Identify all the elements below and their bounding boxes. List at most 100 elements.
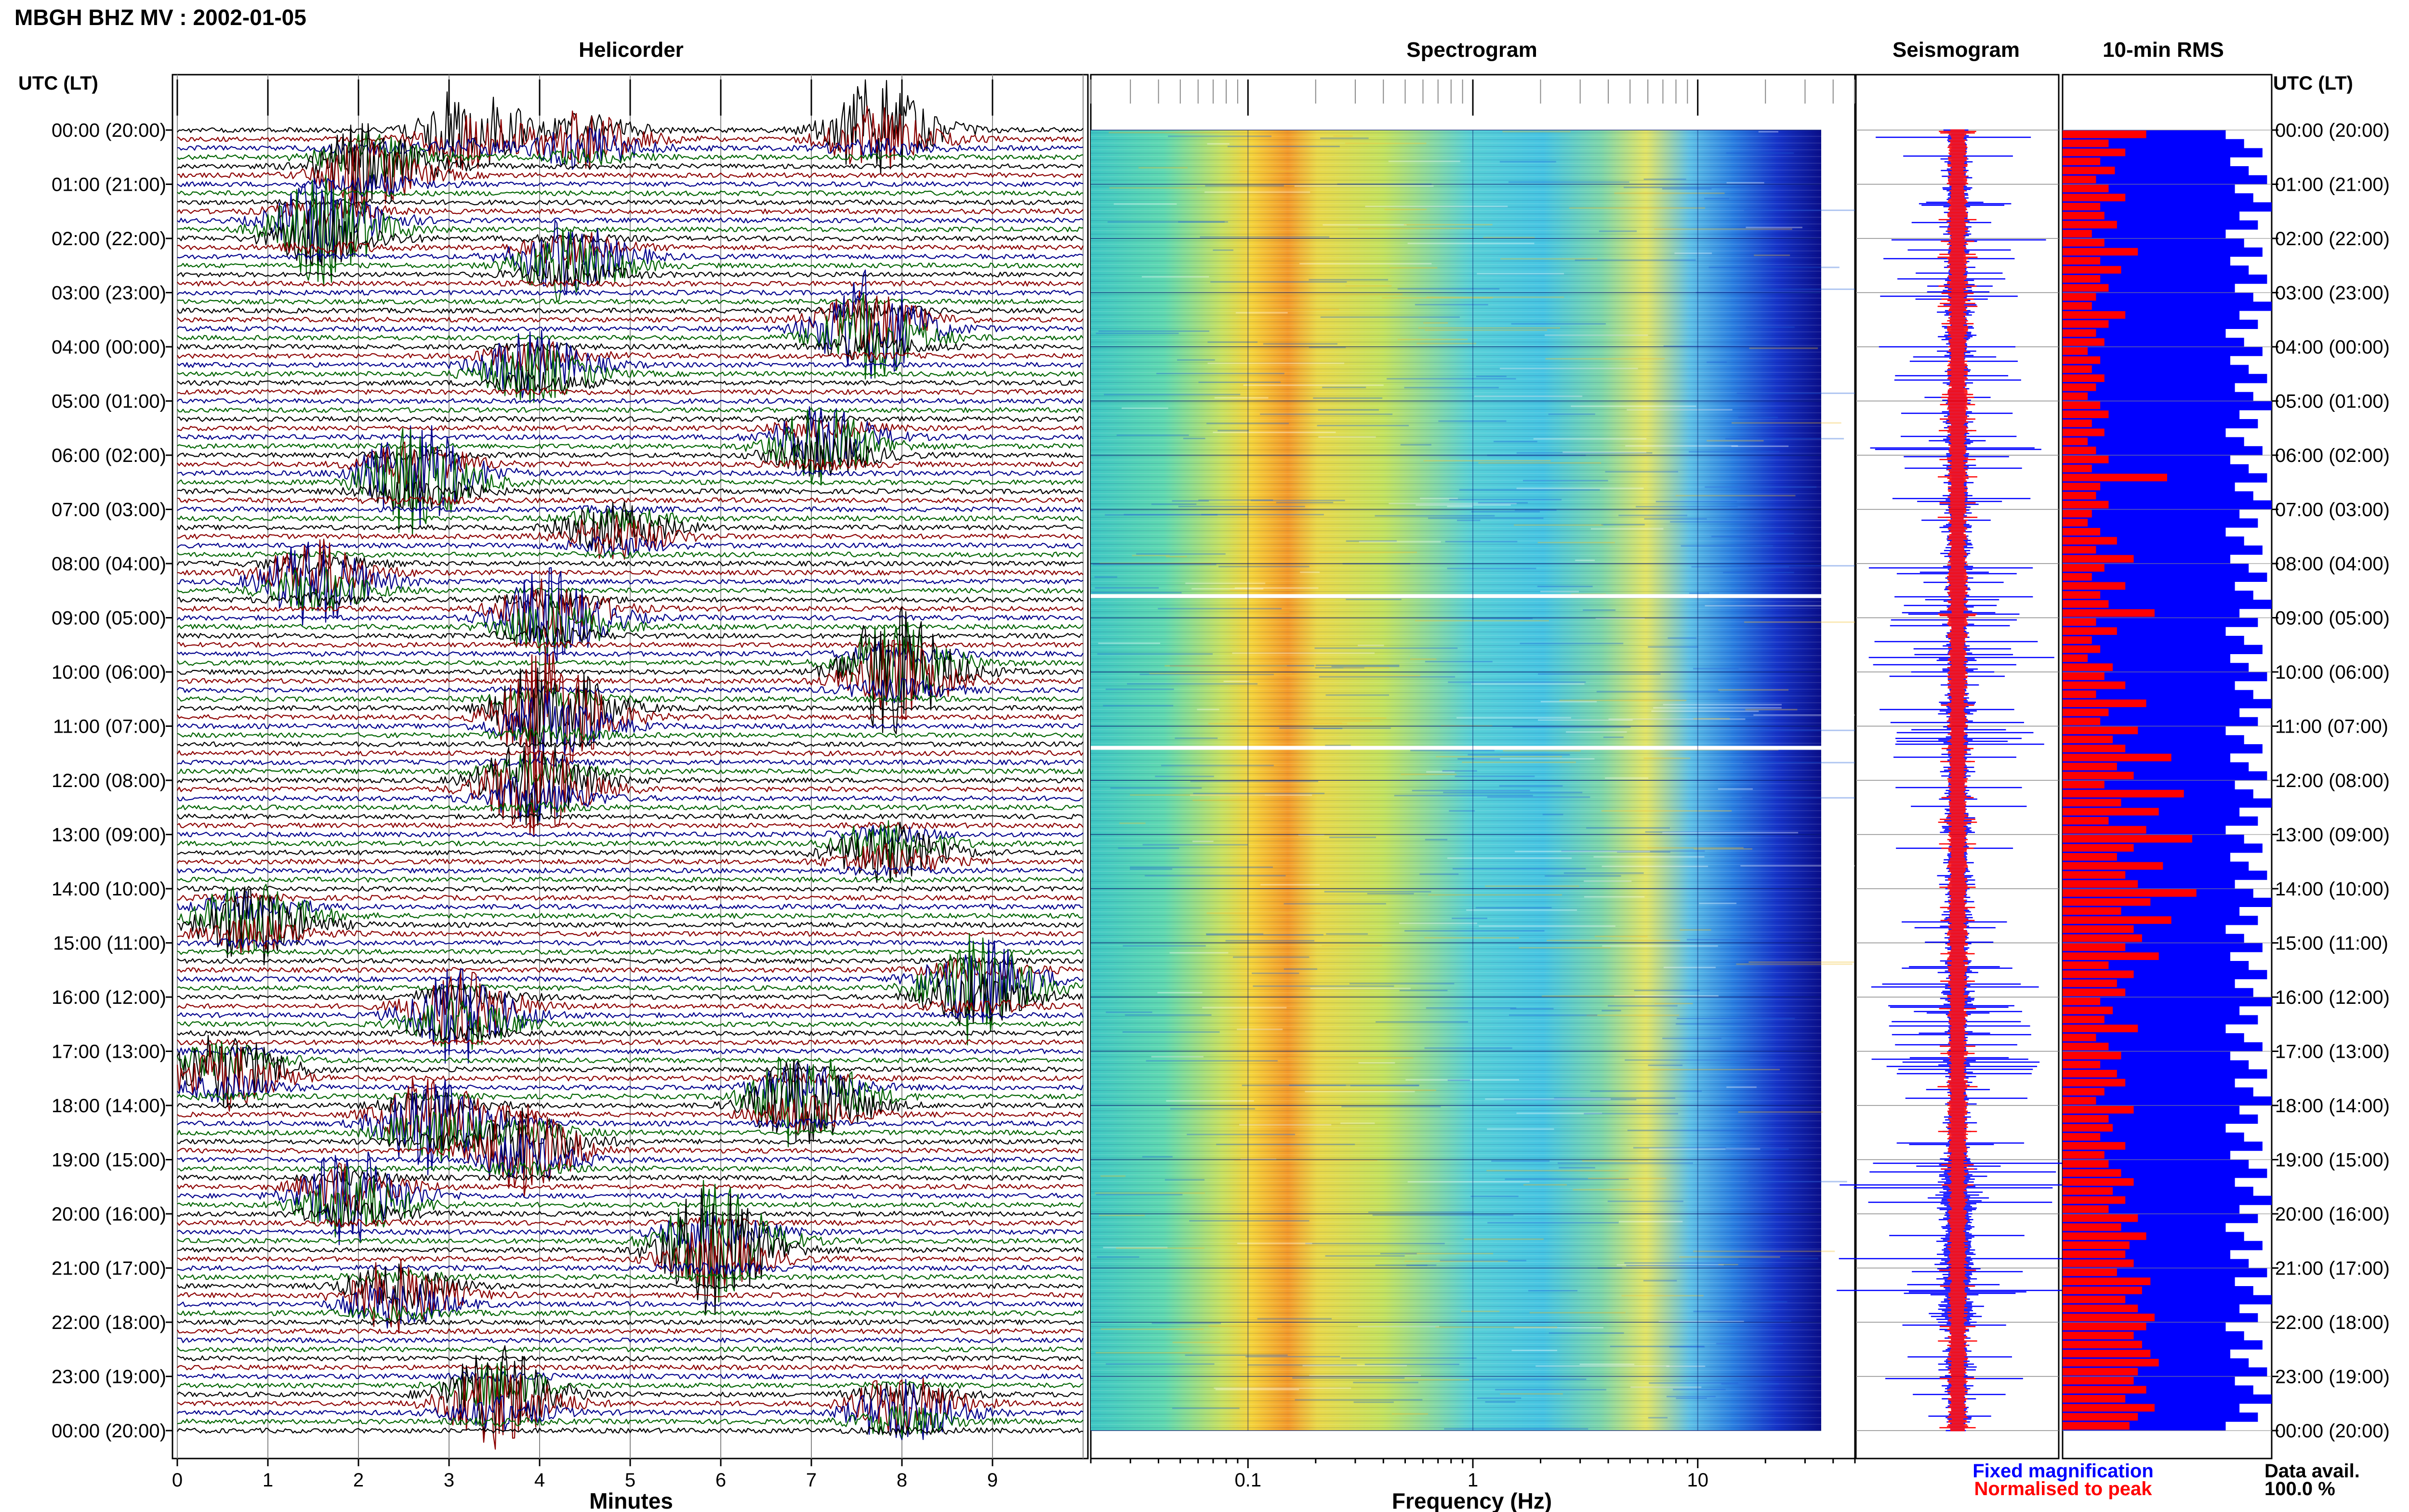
spectrogram-speckle [1230,590,1292,592]
helicorder-trace [177,691,1084,764]
spectrogram-speckle [1726,182,1764,184]
spectrogram-speckle [1407,1181,1530,1183]
rms-bar [2063,528,2101,536]
spectrogram-speckle [1382,297,1493,299]
spectrogram-speckle [1590,1090,1702,1092]
helicorder-trace [177,725,1084,746]
spectrogram-speckle [1165,1179,1205,1181]
spectrogram-speckle [1318,409,1379,411]
helicorder-trace [177,550,1084,559]
rms-bar [2063,988,2126,996]
spectrogram-speckle [1193,792,1325,794]
rms-background-bar [2063,636,2244,645]
spectrogram-speckle [1561,850,1705,852]
spectrogram-speckle [1583,609,1616,611]
spectrogram-speckle [1571,405,1696,407]
spectrogram-speckle [1185,582,1266,584]
spectrogram-speckle [1130,868,1173,870]
helicorder-trace [177,968,1084,1064]
spectrogram-speckle [1648,1065,1683,1066]
spectrogram-speckle [1416,342,1476,344]
helicorder-trace [177,1379,1084,1440]
spectrogram-speckle [1464,1238,1544,1240]
spectrogram-speckle [1099,1214,1145,1216]
spectrogram-speckle [1748,1181,1847,1183]
spectrogram-speckle [1263,343,1337,345]
spectrogram-speckle [1707,361,1727,363]
spectrogram-speckle [1743,762,1872,763]
spectrogram-speckle [1677,1017,1795,1019]
spectrogram-speckle [1476,375,1507,377]
spectrogram-speckle [1540,591,1579,592]
rms-background-bar [2063,374,2267,383]
rms-background-bar [2063,1096,2272,1106]
rms-bar [2063,1078,2126,1087]
helicorder-trace [177,189,1084,197]
spectrogram-speckle [1103,705,1174,707]
minute-tick-label: 2 [353,1470,364,1491]
spectrogram-speckle [1495,1389,1606,1391]
hour-label-right: 02:00 (22:00) [2275,228,2390,250]
spectrogram-speckle [1141,276,1209,278]
spectrogram-speckle [1749,347,1818,349]
helicorder-trace [177,1134,1084,1179]
seismogram-title: Seismogram [1893,38,2020,62]
helicorder-trace [177,289,1084,296]
spectrogram-speckle [1590,528,1664,530]
spectrogram-speckle [1478,462,1602,464]
helicorder-trace [177,173,1084,197]
helicorder-trace [177,776,1084,822]
spectrogram-speckle [1523,1184,1567,1186]
spectrogram-speckle [1405,1079,1520,1081]
spectrogram-speckle [1359,541,1441,543]
spectrogram-speckle [1315,667,1364,669]
spectrogram-speckle [1329,836,1377,838]
spectrogram-speckle [1309,346,1346,348]
rms-bar [2063,1205,2109,1213]
helicorder-trace [177,667,1084,749]
spectrogram-panel: 0.1 1 10 [1090,74,1883,1491]
rms-bar [2063,175,2096,184]
spectrogram-speckle [1420,498,1458,500]
rms-bar [2063,745,2126,752]
spectrogram-speckle [1541,995,1635,997]
spectrogram-speckle [1705,486,1817,488]
helicorder-trace [177,269,1084,379]
spectrogram-speckle [1345,285,1392,287]
helicorder-trace [177,174,1084,285]
spectrogram-speckle [1619,1221,1683,1223]
helicorder-trace [176,1044,1084,1112]
rms-bar [2063,1034,2096,1041]
spectrogram-speckle [1529,1312,1626,1314]
rms-bar [2063,1142,2126,1150]
spectrogram-speckle [1170,1108,1255,1110]
spectrogram-speckle [1447,1079,1470,1081]
spectrogram-speckle [1192,799,1262,801]
rms-background-bar [2063,401,2272,410]
spectrogram-speckle [1166,1100,1254,1102]
rms-background-bar [2063,816,2258,826]
spectrogram-speckle [1345,143,1427,145]
spectrogram-speckle [1106,1011,1152,1013]
rms-background-bar [2063,302,2272,311]
rms-bar [2063,898,2151,906]
spectrogram-speckle [1593,856,1705,858]
spectrogram-speckle [1689,451,1780,453]
spectrogram-speckle [1649,1148,1760,1150]
spectrogram-speckle [1670,521,1761,523]
spectrogram-speckle [1586,827,1670,829]
spectrogram-speckle [1666,1365,1706,1367]
spectrogram-speckle [1545,358,1665,360]
spectrogram-speckle [1206,933,1264,935]
spectrogram-speckle [1276,501,1334,503]
spectrogram-speckle [1736,963,1853,965]
rms-bar [2063,753,2171,762]
spectrogram-speckle [1125,1014,1212,1016]
spectrogram-speckle [1472,618,1533,619]
rms-background-bar [2063,527,2226,537]
spectrogram-speckle [1239,171,1295,172]
spectrogram-speckle [1601,810,1732,812]
spectrogram-speckle [1320,137,1369,139]
helicorder-trace [177,298,1084,305]
spectrogram-speckle [1634,989,1700,991]
